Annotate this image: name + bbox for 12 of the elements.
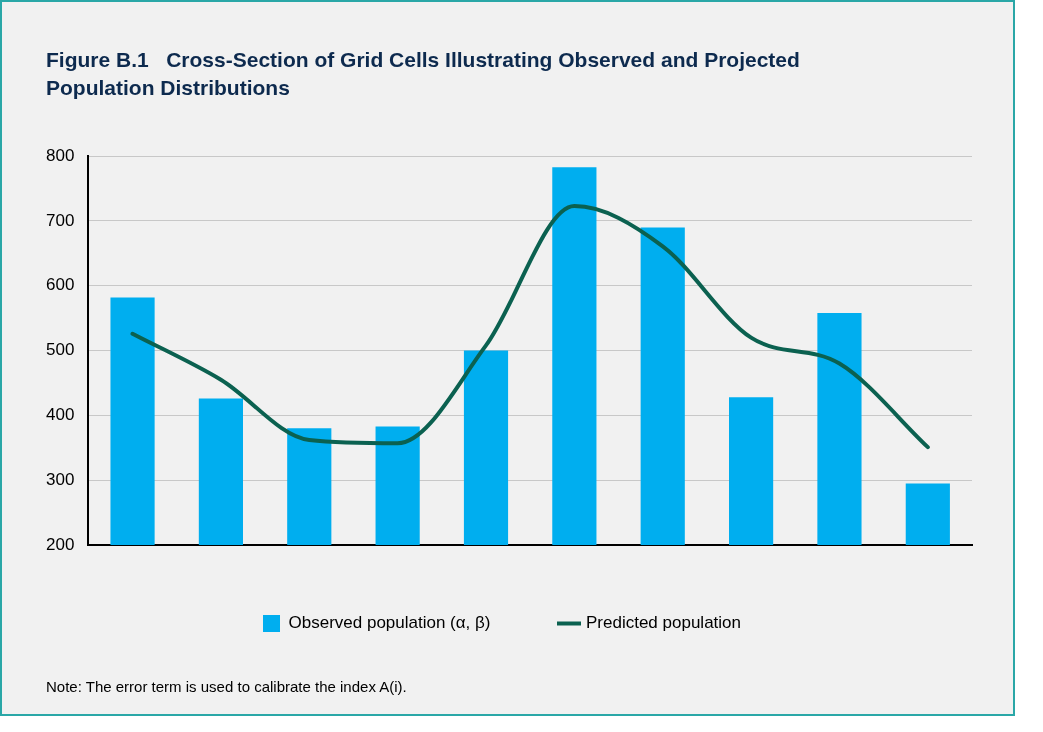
- chart-title: Figure B.1 Cross-Section of Grid Cells Illustrating Observed and Projected Population Distributions: [46, 47, 801, 101]
- y-tick-label: 400: [45, 405, 75, 425]
- y-tick-label: 500: [45, 340, 75, 360]
- y-tick-label: 600: [45, 275, 75, 295]
- legend-label: Observed population (α, β): [288, 613, 491, 633]
- y-tick-label: 200: [45, 534, 75, 554]
- legend-label: Predicted population: [585, 613, 742, 633]
- y-tick-label: 300: [45, 469, 75, 489]
- text: Note: The error term is used to calibrate the index A(i).: [46, 678, 407, 695]
- line-series: [130, 204, 930, 450]
- y-tick-label: 700: [45, 210, 75, 230]
- y-tick-label: 800: [45, 145, 75, 165]
